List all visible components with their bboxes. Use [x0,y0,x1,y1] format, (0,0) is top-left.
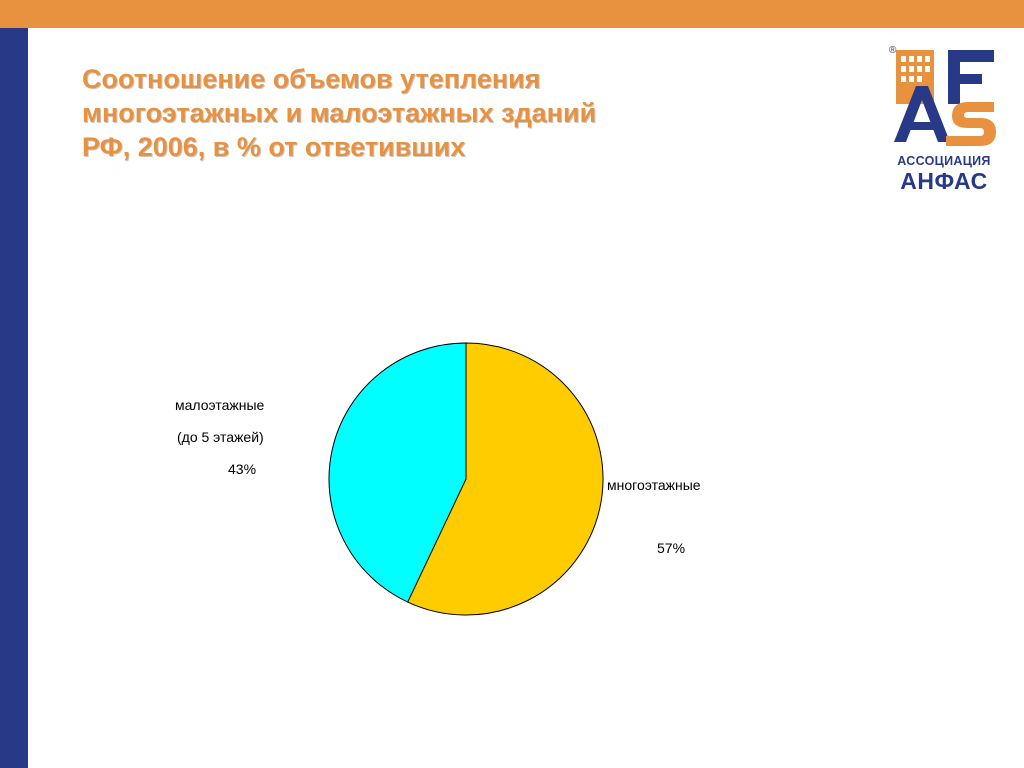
registered-mark: ® [889,45,897,56]
title-line-2: многоэтажных и малоэтажных зданий [82,98,597,128]
logo-subtitle: АССОЦИАЦИЯ [897,154,991,168]
logo-name: АНФАС [900,168,988,194]
slice-label-1-line-0: малоэтажные [175,397,265,413]
title-line-3: РФ, 2006, в % от ответивших [82,132,466,162]
slide-title: Соотношение объемов утепления многоэтажн… [82,62,802,164]
left-accent-bar [0,28,28,768]
slice-value-label-0: 57% [657,540,686,556]
top-accent-bar [0,0,1024,28]
title-line-1: Соотношение объемов утепления [82,64,541,94]
anfas-logo-icon: ® [889,45,996,146]
pie-slice-0 [407,342,604,616]
slice-label-0-line-0: многоэтажные [607,477,701,493]
pie-slice-1 [328,342,467,603]
slice-label-1-line-1: (до 5 этажей) [177,429,264,445]
slice-value-label-1: 43% [228,461,257,477]
